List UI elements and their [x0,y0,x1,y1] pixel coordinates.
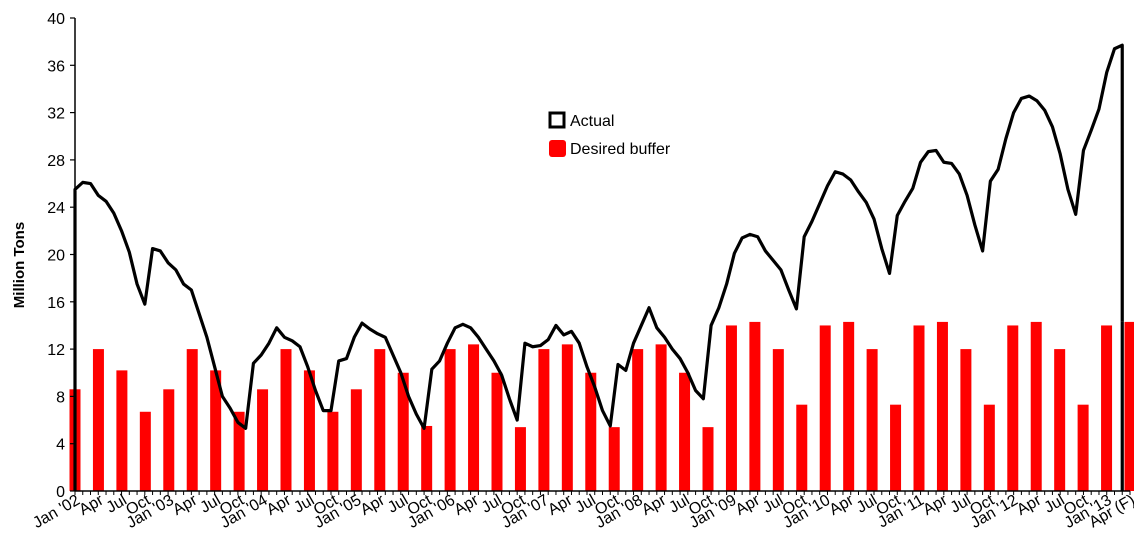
bar-desired-buffer [819,325,831,491]
x-tick-label: Apr [1014,491,1045,519]
bar-desired-buffer [280,349,292,491]
bar-desired-buffer [139,411,151,491]
bars-layer [69,321,1134,491]
y-tick-label: 32 [47,106,65,123]
legend-swatch-actual [548,111,566,129]
y-tick-label: 20 [47,248,65,265]
bar-desired-buffer [936,321,948,491]
bar-desired-buffer [890,404,902,491]
legend: Actual Desired buffer [548,111,671,158]
x-tick-label: Jan '10 [780,492,833,532]
x-tick-label: Apr [920,491,951,519]
x-tick-label: Apr [827,491,858,519]
bar-desired-buffer [397,372,409,491]
legend-label-actual: Actual [570,113,614,130]
x-tick-label: Jan '12 [968,492,1021,532]
x-tick-label: Jan '03 [124,492,177,532]
x-tick-label: Apr [639,491,670,519]
bar-desired-buffer [772,349,784,491]
x-tick-label: Jan '05 [312,492,365,532]
x-tick-label: Apr [358,491,389,519]
line-actual [73,43,1124,491]
bar-desired-buffer [960,349,972,491]
bar-desired-buffer [421,425,433,491]
bar-desired-buffer [374,349,386,491]
bar-desired-buffer [257,389,269,491]
x-tick-label: Jan '09 [687,492,740,532]
bar-desired-buffer [1030,321,1042,491]
x-tick-label: Apr (F) [1086,492,1134,532]
bar-desired-buffer [1054,349,1066,491]
bar-desired-buffer [796,404,808,491]
bar-desired-buffer [913,325,925,491]
x-tick-label: Jan '04 [218,492,271,532]
bar-desired-buffer [327,411,339,491]
bar-desired-buffer [702,427,714,491]
bar-desired-buffer [514,427,526,491]
bar-desired-buffer [186,349,198,491]
legend-label-desired-buffer: Desired buffer [570,141,671,158]
bar-desired-buffer [983,404,995,491]
bar-desired-buffer [655,344,667,491]
bar-desired-buffer [1007,325,1019,491]
bar-desired-buffer [116,370,128,491]
bar-desired-buffer [679,372,691,491]
bar-desired-buffer [725,325,737,491]
bar-desired-buffer [866,349,878,491]
y-tick-label: 8 [56,389,65,406]
y-tick-label: 28 [47,153,65,170]
bar-desired-buffer [210,370,222,491]
bar-desired-buffer [538,349,550,491]
x-tick-label: Apr [545,491,576,519]
x-tick-label: Apr [76,491,107,519]
bar-desired-buffer [843,321,855,491]
bar-desired-buffer [608,427,620,491]
y-tick-label: 24 [47,200,65,217]
y-tick-label: 36 [47,58,65,75]
y-tick-label: 4 [56,437,65,454]
x-tick-label: Apr [451,491,482,519]
bar-desired-buffer [163,389,175,491]
y-tick-label: 0 [56,484,65,501]
x-tick-label: Jan '06 [405,492,458,532]
x-tick-label: Jan '08 [593,492,646,532]
bar-desired-buffer [561,344,573,491]
y-axis-label: Million Tons [11,222,28,308]
x-tick-label: Apr [264,491,295,519]
y-tick-label: 12 [47,342,65,359]
legend-swatch-desired-buffer [549,140,566,157]
bar-desired-buffer [233,411,245,491]
bar-desired-buffer [585,372,597,491]
bar-desired-buffer [444,349,456,491]
bar-desired-buffer [92,349,104,491]
bar-desired-buffer [749,321,761,491]
bar-desired-buffer [303,370,315,491]
x-tick-label: Apr [170,491,201,519]
bar-desired-buffer [468,344,480,491]
line-layer [73,43,1124,491]
x-tick-label: Apr [733,491,764,519]
bar-desired-buffer [350,389,362,491]
bar-desired-buffer [1101,325,1113,491]
bar-desired-buffer [1124,321,1134,491]
y-tick-label: 40 [47,11,65,28]
y-tick-label: 16 [47,295,65,312]
x-tick-label: Jan '07 [499,492,552,532]
bar-desired-buffer [491,372,503,491]
bar-desired-buffer [1077,404,1089,491]
bar-desired-buffer [632,349,644,491]
